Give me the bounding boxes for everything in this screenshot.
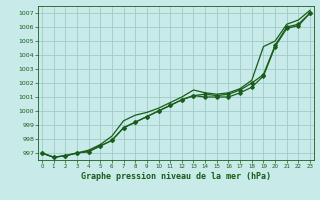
X-axis label: Graphe pression niveau de la mer (hPa): Graphe pression niveau de la mer (hPa) [81, 172, 271, 181]
